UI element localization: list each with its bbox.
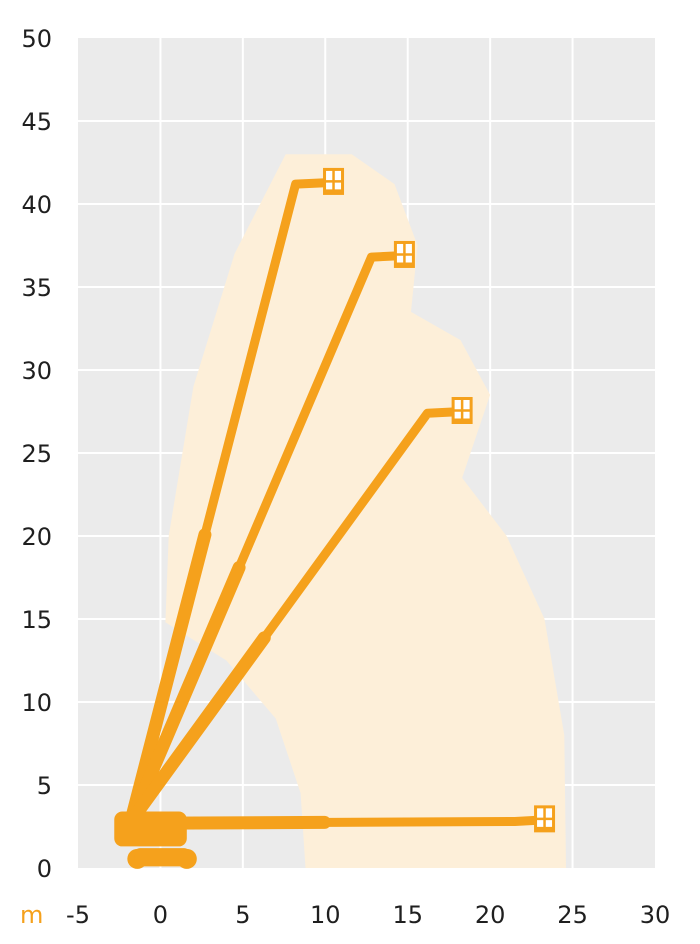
boom-base-section <box>162 815 331 830</box>
boom-base-section <box>124 528 212 829</box>
y-tick-label: 25 <box>21 440 52 468</box>
y-tick-label: 30 <box>21 357 52 385</box>
x-tick-label: 20 <box>475 901 506 929</box>
x-tick-label: 0 <box>153 901 168 929</box>
y-tick-label: 10 <box>21 689 52 717</box>
platform-basket <box>323 167 345 195</box>
x-tick-label: 30 <box>640 901 671 929</box>
y-tick-label: 50 <box>21 25 52 53</box>
platform-basket <box>451 397 473 424</box>
platform-basket <box>534 805 556 833</box>
y-tick-label: 0 <box>37 855 52 883</box>
y-tick-label: 45 <box>21 108 52 136</box>
y-axis-ticks: 0 5 10 15 20 25 30 35 40 45 50 <box>21 25 52 883</box>
y-tick-label: 5 <box>37 772 52 800</box>
x-tick-label: 25 <box>557 901 588 929</box>
x-axis-ticks: -5 0 5 10 15 20 25 30 <box>66 901 670 929</box>
boom-base-section <box>124 631 271 829</box>
boom-positions <box>124 167 556 833</box>
platform-basket <box>393 240 415 268</box>
machine-base <box>114 811 197 869</box>
y-tick-label: 20 <box>21 523 52 551</box>
x-tick-label: -5 <box>66 901 90 929</box>
boom-base-section <box>124 561 246 829</box>
axle-block <box>134 848 191 867</box>
envelope-area <box>165 154 566 868</box>
x-tick-label: 15 <box>392 901 423 929</box>
working-envelope <box>165 154 566 868</box>
x-unit-label: m <box>20 901 43 929</box>
y-tick-label: 40 <box>21 191 52 219</box>
y-tick-label: 15 <box>21 606 52 634</box>
chassis <box>114 811 187 847</box>
x-tick-label: 5 <box>235 901 250 929</box>
x-tick-label: 10 <box>310 901 341 929</box>
y-tick-label: 35 <box>21 274 52 302</box>
